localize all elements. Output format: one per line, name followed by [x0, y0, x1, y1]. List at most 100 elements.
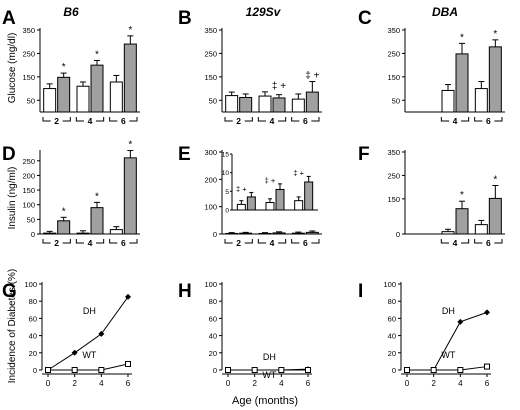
bar — [441, 231, 455, 235]
significance-marker: ‡ + — [305, 71, 319, 82]
inset-bar — [275, 188, 285, 211]
panel-a: 50 150 250 350 * 2 * 4 * 6 — [22, 25, 140, 126]
bar — [258, 95, 272, 113]
bar — [43, 232, 57, 235]
significance-marker: * — [95, 191, 99, 202]
bar — [76, 85, 90, 113]
bar — [123, 157, 137, 235]
category-bracket — [440, 117, 470, 122]
category-label: 4 — [88, 238, 93, 248]
inset-y-tick-label: 15 — [222, 152, 230, 159]
y-tick-label: 60 — [29, 314, 37, 323]
category-bracket — [224, 239, 253, 244]
bar — [291, 232, 305, 235]
y-tick-label: 250 — [22, 157, 35, 166]
inset-significance-marker: ‡ + — [293, 168, 304, 177]
panel-d: 0 50 100 150 200 250 * 2 * 4 * 6 — [22, 140, 140, 248]
y-tick-label: 200 — [204, 175, 217, 184]
panel-h: 0 20 40 60 80 100 0 2 4 6 DH WT — [204, 280, 312, 388]
y-tick-label: 80 — [29, 297, 37, 306]
y-tick-label: 100 — [204, 280, 217, 289]
y-tick-label: 350 — [204, 26, 217, 35]
y-tick-label: 50 — [27, 96, 35, 105]
y-axis-title-glucose: Glucose (mg/dl) — [7, 33, 18, 104]
panel-i: 0 20 40 60 80 100 0 2 4 6 DH WT — [383, 280, 491, 388]
significance-marker: * — [128, 140, 132, 151]
y-axis-titles: Glucose (mg/dl) Insulin (ng/ml) Incidenc… — [7, 33, 18, 384]
x-tick-label: 0 — [226, 379, 231, 388]
y-tick-label: 80 — [388, 297, 396, 306]
y-tick-label: 150 — [22, 73, 35, 82]
series-label-wt: WT — [441, 350, 455, 360]
category-bracket — [257, 117, 287, 122]
y-tick-label: 100 — [204, 203, 217, 212]
x-tick-label: 4 — [279, 379, 284, 388]
data-point-dh — [125, 293, 131, 300]
panel-letter-b: B — [178, 8, 192, 29]
bar — [76, 232, 90, 235]
significance-marker: * — [128, 25, 132, 36]
category-label: 4 — [453, 116, 458, 126]
y-tick-label: 100 — [383, 280, 396, 289]
series-line-wt — [48, 363, 129, 371]
category-label: 6 — [303, 116, 308, 126]
data-point-dh — [457, 318, 464, 325]
x-tick-label: 0 — [46, 379, 51, 388]
y-tick-label: 40 — [29, 332, 37, 341]
y-tick-label: 150 — [387, 195, 400, 204]
y-tick-label: 40 — [209, 332, 217, 341]
x-tick-label: 6 — [126, 379, 131, 388]
category-label: 6 — [121, 238, 126, 248]
y-tick-label: 350 — [387, 26, 400, 35]
inset-bar — [265, 202, 275, 211]
category-label: 2 — [54, 116, 59, 126]
category-bracket — [109, 239, 138, 244]
panel-letter-i: I — [358, 281, 363, 302]
bar — [488, 46, 502, 113]
inset-bar — [246, 196, 256, 211]
bar — [474, 224, 488, 235]
data-point-wt — [225, 367, 231, 373]
category-label: 4 — [270, 116, 275, 126]
bar — [441, 89, 455, 113]
series-line-wt — [407, 366, 488, 371]
inset-y-tick-label: 0 — [225, 208, 229, 215]
y-tick-label: 250 — [22, 49, 35, 58]
inset-significance-marker: ‡ + — [236, 184, 247, 193]
panel-letter-c: C — [358, 8, 372, 29]
category-bracket — [474, 239, 503, 244]
inset-y-tick-label: 10 — [222, 170, 230, 177]
bar — [109, 229, 123, 235]
series-label-dh: DH — [83, 306, 96, 316]
column-title-b6: B6 — [63, 5, 79, 19]
panel-letter-g: G — [2, 281, 17, 302]
category-bracket — [42, 239, 71, 244]
category-bracket — [109, 117, 138, 122]
category-bracket — [75, 117, 105, 122]
y-tick-label: 60 — [209, 314, 217, 323]
y-tick-label: 250 — [387, 171, 400, 180]
bar — [305, 231, 319, 235]
y-tick-label: 20 — [209, 349, 217, 358]
y-tick-label: 60 — [388, 314, 396, 323]
bar — [305, 91, 319, 113]
x-tick-label: 6 — [485, 379, 490, 388]
panel-letter-e: E — [178, 144, 191, 165]
bar — [488, 197, 502, 235]
series-line-dh — [47, 296, 129, 371]
panel-letter-h: H — [178, 281, 192, 302]
significance-marker: ‡ + — [272, 81, 286, 92]
x-tick-label: 2 — [431, 379, 436, 388]
data-point-dh — [71, 349, 78, 356]
x-tick-label: 6 — [306, 379, 311, 388]
data-point-wt — [430, 367, 437, 373]
bar — [57, 76, 71, 113]
bar — [109, 81, 123, 113]
series-line-dh — [407, 311, 488, 371]
y-tick-label: 20 — [29, 349, 37, 358]
category-label: 2 — [54, 238, 59, 248]
data-point-wt — [484, 363, 490, 370]
x-tick-label: 4 — [99, 379, 104, 388]
y-tick-label: 40 — [388, 332, 396, 341]
bar — [291, 98, 305, 113]
